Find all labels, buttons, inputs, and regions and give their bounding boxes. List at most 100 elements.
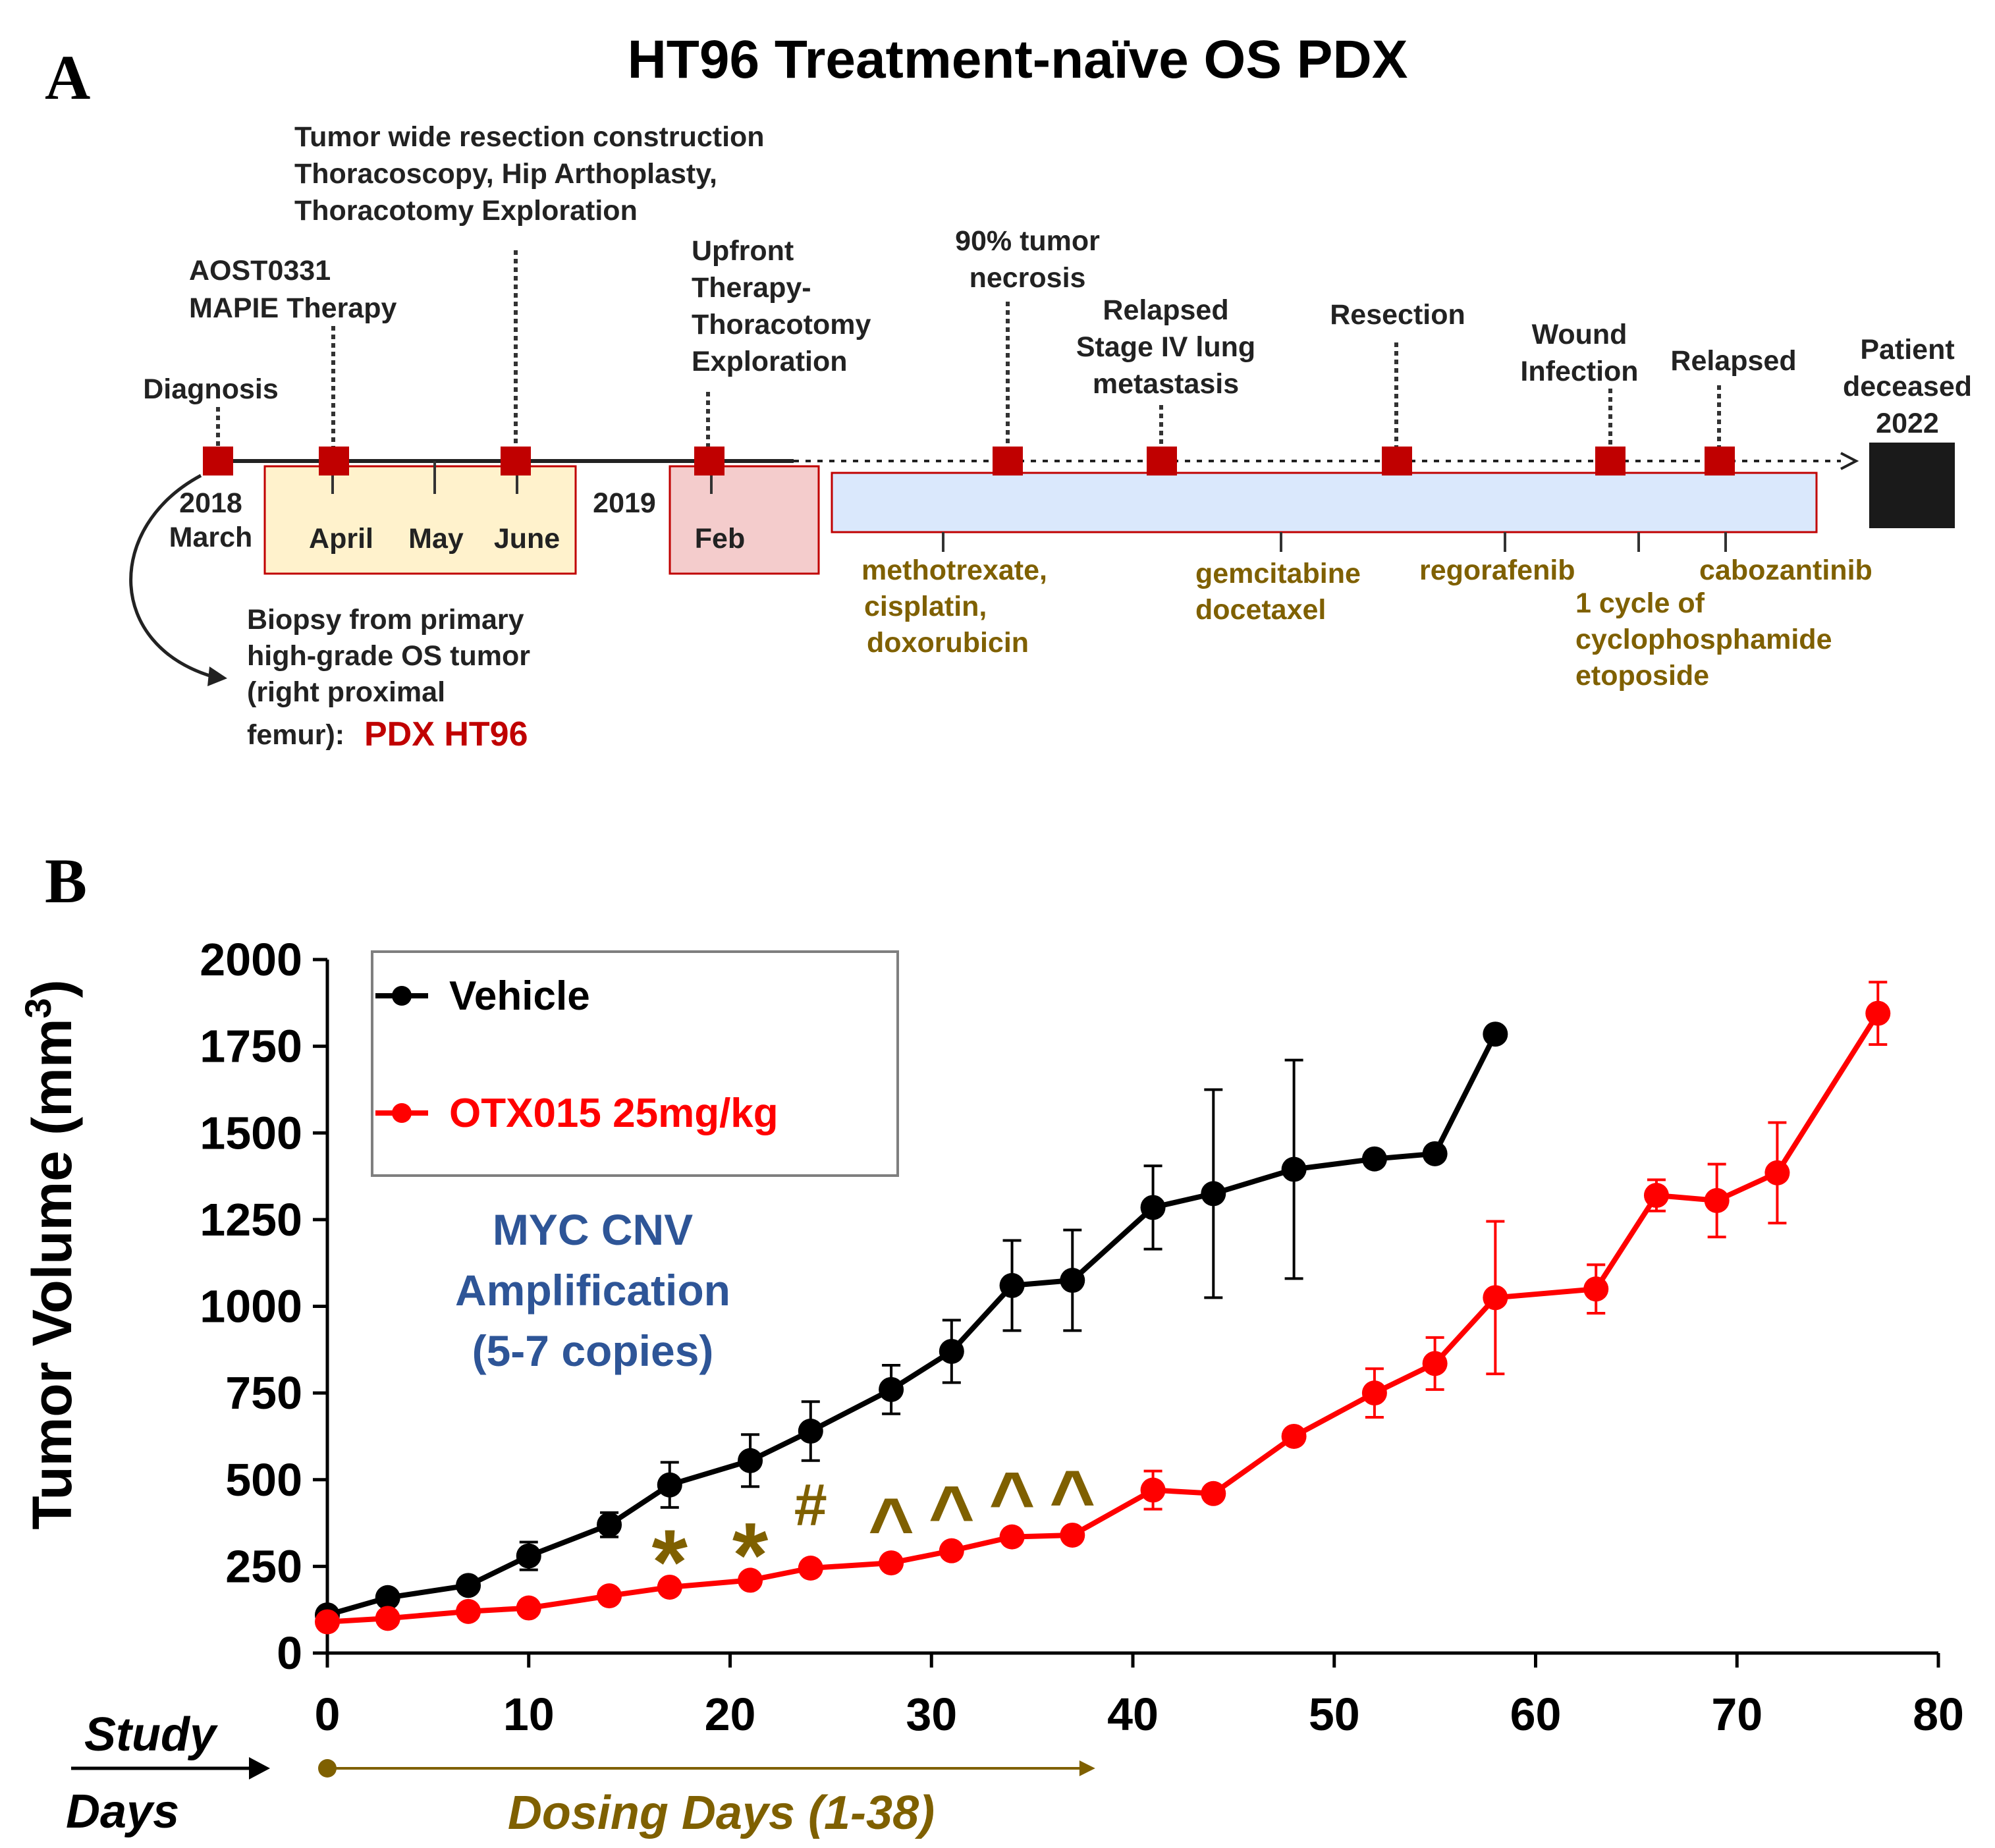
label-resection-1: Tumor wide resection construction xyxy=(294,121,765,153)
event-markers xyxy=(203,447,1735,476)
date-feb: Feb xyxy=(695,523,745,555)
drug-labels: methotrexate, cisplatin, doxorubicin gem… xyxy=(861,555,1872,692)
label-aost-2: MAPIE Therapy xyxy=(189,292,396,324)
label-deceased-2: deceased xyxy=(1843,371,1972,402)
panel-a-letter: A xyxy=(45,42,90,113)
panel-b-letter: B xyxy=(45,846,87,916)
label-relapsed-stage-2: Stage IV lung xyxy=(1076,331,1255,363)
data-point xyxy=(657,1472,682,1498)
date-may: May xyxy=(408,523,464,555)
event-connectors xyxy=(216,250,1721,453)
dosing-label: Dosing Days (1-38) xyxy=(508,1787,935,1839)
significance-mark: * xyxy=(732,1503,769,1606)
x-tick-label: 20 xyxy=(705,1689,756,1740)
panel-a: A HT96 Treatment-naïve OS PDX xyxy=(45,30,1972,753)
event-labels: Diagnosis AOST0331 MAPIE Therapy Tumor w… xyxy=(143,121,1972,439)
data-point xyxy=(1281,1156,1307,1182)
dosing-days xyxy=(318,1759,1095,1778)
data-point xyxy=(1140,1195,1166,1220)
drug-cyclo-2: cyclophosphamide xyxy=(1575,624,1832,655)
date-june: June xyxy=(494,523,560,555)
data-point xyxy=(738,1448,763,1473)
annotation-line-3: (5-7 copies) xyxy=(472,1326,714,1375)
significance-mark: # xyxy=(794,1473,827,1538)
data-point xyxy=(516,1595,541,1621)
label-aost-1: AOST0331 xyxy=(189,255,331,286)
drug-gd-1: gemcitabine xyxy=(1195,558,1361,589)
drug-mcd-3: doxorubicin xyxy=(867,627,1029,659)
significance-mark: ^ xyxy=(1049,1454,1095,1542)
label-necrosis-1: 90% tumor xyxy=(955,225,1100,257)
data-point xyxy=(1201,1181,1226,1207)
x-tick-label: 60 xyxy=(1510,1689,1562,1740)
y-tick-label: 2000 xyxy=(200,934,302,985)
marker-necrosis xyxy=(993,447,1023,476)
significance-mark: * xyxy=(652,1510,688,1614)
data-point xyxy=(798,1556,823,1581)
panel-b: B Tumor Volume (mm3) 0250500750100012501… xyxy=(17,846,1964,1839)
series-points xyxy=(315,1000,1891,1635)
legend-box xyxy=(371,950,899,1177)
study-days-word-1: Study xyxy=(84,1708,219,1761)
data-point xyxy=(1704,1187,1730,1213)
biopsy-line-2: high-grade OS tumor xyxy=(247,640,530,672)
y-tick-label: 500 xyxy=(225,1454,302,1506)
marker-relapsed xyxy=(1705,447,1735,476)
data-point xyxy=(1361,1380,1387,1406)
date-march: March xyxy=(169,522,253,553)
x-tick-label: 0 xyxy=(315,1689,341,1740)
deceased-box xyxy=(1869,443,1955,528)
timeline-arrow-icon xyxy=(1840,452,1859,470)
myc-annotation: MYC CNV Amplification (5-7 copies) xyxy=(455,1205,730,1375)
significance-mark: ^ xyxy=(929,1470,975,1558)
label-relapsed-stage-3: metastasis xyxy=(1093,368,1239,400)
label-deceased-1: Patient xyxy=(1860,334,1954,366)
data-point xyxy=(1201,1481,1226,1506)
drug-cyclo-1: 1 cycle of xyxy=(1575,587,1705,619)
label-wound-2: Infection xyxy=(1520,356,1638,387)
data-point xyxy=(1865,1000,1891,1026)
data-point xyxy=(456,1598,481,1624)
date-2019: 2019 xyxy=(593,487,656,519)
y-tick-label: 250 xyxy=(225,1540,302,1592)
marker-aost xyxy=(319,447,349,476)
label-resection-3: Thoracotomy Exploration xyxy=(294,195,638,227)
biopsy-text: Biopsy from primary high-grade OS tumor … xyxy=(247,604,530,753)
data-point xyxy=(1361,1146,1387,1172)
y-tick-label: 0 xyxy=(277,1627,302,1679)
drug-cabo: cabozantinib xyxy=(1699,555,1872,586)
data-point xyxy=(1140,1477,1166,1503)
label-necrosis-2: necrosis xyxy=(970,262,1086,294)
study-days-arrowhead-icon xyxy=(249,1757,270,1780)
date-april: April xyxy=(309,523,373,555)
data-point xyxy=(939,1538,964,1563)
marker-resection xyxy=(501,447,531,476)
label-upfront-4: Exploration xyxy=(692,346,848,377)
x-tick-label: 30 xyxy=(906,1689,957,1740)
data-point xyxy=(1583,1276,1609,1302)
legend-marker-vehicle xyxy=(392,986,412,1006)
data-point xyxy=(1483,1285,1508,1311)
legend-marker-otx015 xyxy=(392,1103,412,1123)
y-tick-label: 1500 xyxy=(200,1107,302,1158)
biopsy-line-3: (right proximal xyxy=(247,676,445,708)
data-point xyxy=(315,1609,340,1635)
annotation-line-2: Amplification xyxy=(455,1266,730,1315)
label-upfront-2: Therapy- xyxy=(692,272,811,304)
significance-mark: ^ xyxy=(989,1456,1035,1544)
data-point xyxy=(1060,1268,1085,1293)
axes: 0 250 500 750 1000 1250 1500 1750 2000 0 10 20 30 40 5… xyxy=(200,934,1964,1740)
data-point xyxy=(657,1574,682,1600)
marker-relapsed-stage xyxy=(1147,447,1177,476)
label-resection-2: Thoracoscopy, Hip Arthoplasty, xyxy=(294,158,717,190)
drug-cyclo-3: etoposide xyxy=(1575,660,1709,692)
drug-gd-2: docetaxel xyxy=(1195,594,1326,626)
marker-resection2 xyxy=(1382,447,1412,476)
biopsy-line-1: Biopsy from primary xyxy=(247,604,524,636)
study-days-word-2: Days xyxy=(66,1785,179,1838)
data-point xyxy=(999,1272,1025,1298)
data-point xyxy=(1764,1160,1790,1185)
data-point xyxy=(1483,1021,1508,1047)
label-deceased-3: 2022 xyxy=(1876,408,1939,439)
annotation-line-1: MYC CNV xyxy=(493,1205,693,1254)
